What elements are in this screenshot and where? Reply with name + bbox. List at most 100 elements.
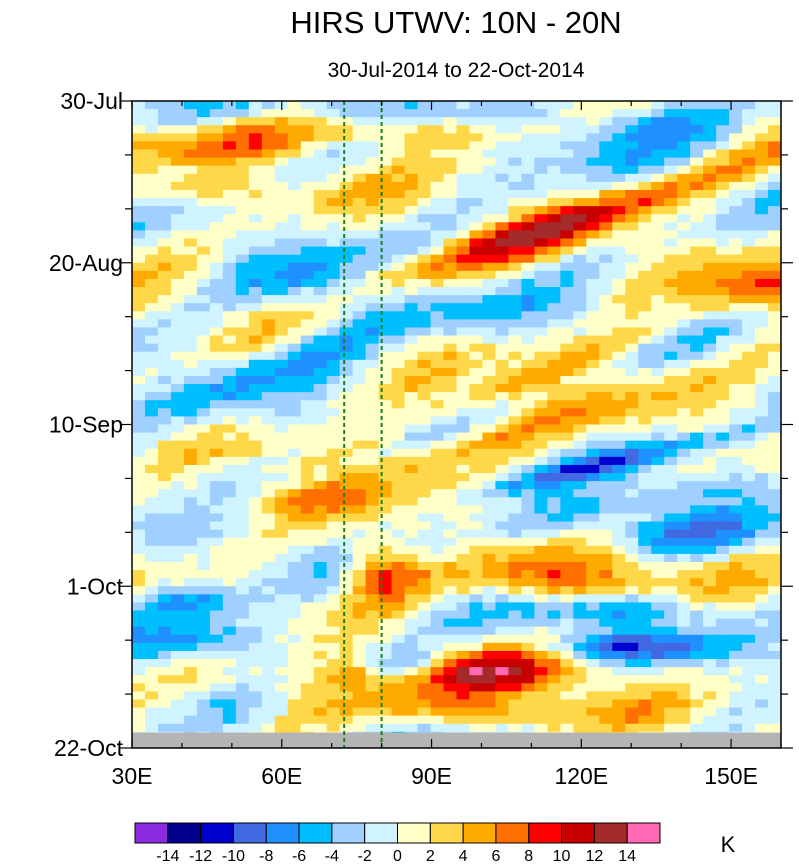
heatmap-cell [222, 618, 237, 628]
heatmap-cell [326, 618, 341, 628]
heatmap-cell [638, 521, 652, 531]
heatmap-cell [508, 578, 522, 587]
heatmap-cell [768, 683, 781, 692]
y-tick-label: 10-Sep [49, 412, 123, 438]
heatmap-cell [781, 554, 795, 563]
heatmap-cell [755, 206, 769, 215]
heatmap-cell [157, 553, 172, 563]
heatmap-cell [651, 254, 665, 264]
heatmap-cell [755, 570, 769, 579]
heatmap-cell [573, 489, 587, 498]
heatmap-cell [391, 489, 406, 498]
heatmap-cell [482, 578, 497, 587]
heatmap-cell [443, 456, 458, 466]
heatmap-cell [742, 473, 756, 482]
heatmap-cell [521, 230, 535, 240]
heatmap-cell [287, 683, 302, 692]
heatmap-cell [417, 626, 432, 636]
heatmap-cell [132, 109, 146, 118]
heatmap-cell [352, 432, 367, 442]
heatmap-cell [313, 489, 328, 498]
heatmap-cell [534, 165, 548, 175]
heatmap-cell [625, 157, 639, 167]
heatmap-cell [261, 691, 276, 701]
heatmap-cell [326, 335, 341, 345]
heatmap-cell [573, 327, 587, 337]
heatmap-cell [716, 481, 730, 490]
heatmap-cell [248, 659, 263, 668]
heatmap-cell [586, 351, 600, 361]
heatmap-cell [391, 561, 406, 571]
heatmap-cell [625, 246, 639, 256]
heatmap-cell [482, 189, 497, 199]
heatmap-cell [404, 367, 419, 377]
heatmap-cell [326, 650, 341, 660]
heatmap-cell [729, 246, 743, 256]
heatmap-cell [651, 715, 665, 725]
heatmap-cell [768, 537, 781, 547]
heatmap-cell [365, 319, 380, 329]
heatmap-cell [703, 408, 717, 418]
heatmap-cell [703, 505, 717, 515]
heatmap-cell [313, 473, 328, 482]
heatmap-cell [534, 214, 548, 223]
heatmap-cell [469, 723, 484, 733]
heatmap-cell [417, 238, 432, 248]
heatmap-cell [742, 440, 756, 450]
heatmap-cell [469, 473, 484, 482]
heatmap-cell [612, 254, 626, 264]
heatmap-cell [261, 634, 276, 644]
heatmap-cell [547, 481, 561, 490]
heatmap-cell [755, 667, 769, 676]
heatmap-cell [456, 691, 471, 701]
heatmap-cell [482, 642, 497, 652]
heatmap-cell [300, 262, 315, 272]
heatmap-cell [547, 165, 561, 175]
heatmap-cell [404, 230, 419, 240]
heatmap-cell [170, 667, 185, 676]
heatmap-cell [573, 707, 587, 717]
heatmap-cell [586, 650, 600, 660]
heatmap-cell [183, 392, 198, 401]
heatmap-cell [274, 691, 289, 701]
heatmap-cell [599, 578, 613, 587]
heatmap-cell [170, 481, 185, 490]
heatmap-cell [391, 367, 406, 377]
heatmap-cell [768, 319, 781, 329]
heatmap-cell [287, 319, 302, 329]
heatmap-cell [456, 610, 471, 620]
heatmap-cell [183, 117, 198, 126]
heatmap-cell [170, 675, 185, 684]
heatmap-cell [196, 513, 211, 523]
heatmap-cell [599, 375, 613, 385]
heatmap-cell [469, 392, 484, 401]
heatmap-cell [326, 125, 341, 134]
heatmap-cell [443, 683, 458, 692]
heatmap-cell [443, 408, 458, 418]
heatmap-cell [664, 424, 678, 434]
heatmap-cell [443, 553, 458, 563]
heatmap-cell [248, 189, 263, 199]
heatmap-cell [157, 181, 172, 191]
heatmap-cell [378, 731, 393, 734]
heatmap-cell [339, 149, 354, 159]
heatmap-cell [170, 254, 185, 264]
heatmap-cell [248, 707, 263, 717]
heatmap-cell [183, 691, 198, 701]
heatmap-cell [781, 271, 795, 280]
heatmap-cell [716, 278, 730, 288]
heatmap-cell [365, 659, 380, 668]
heatmap-cell [638, 165, 652, 175]
heatmap-cell [664, 270, 678, 280]
heatmap-cell [287, 440, 302, 450]
heatmap-cell [132, 343, 146, 353]
heatmap-cell [170, 238, 185, 248]
heatmap-cell [287, 359, 302, 369]
heatmap-cell [547, 278, 561, 288]
heatmap-cell [612, 545, 626, 555]
heatmap-cell [196, 311, 211, 320]
heatmap-cell [716, 262, 730, 272]
heatmap-cell [469, 586, 484, 595]
heatmap-cell [235, 650, 250, 660]
heatmap-cell [469, 578, 484, 587]
